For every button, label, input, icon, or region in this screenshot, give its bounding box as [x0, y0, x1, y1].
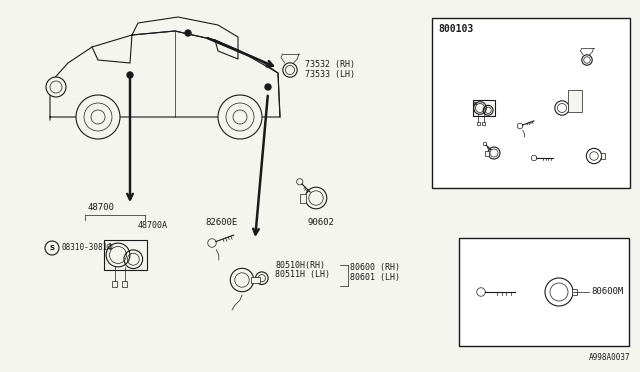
Bar [122, 280, 127, 287]
Text: A998A0037: A998A0037 [588, 353, 630, 362]
Bar [251, 277, 260, 283]
Bar [601, 153, 605, 158]
Bar [477, 122, 479, 125]
Text: 80511H (LH): 80511H (LH) [275, 270, 330, 279]
Bar [112, 280, 117, 287]
Bar [104, 240, 147, 270]
Bar [483, 122, 485, 125]
Text: 82600E: 82600E [205, 218, 237, 227]
Circle shape [46, 77, 66, 97]
Text: 80600M: 80600M [591, 288, 623, 296]
Bar [432, 18, 630, 188]
Bar [485, 151, 488, 155]
Bar [568, 105, 573, 111]
Text: S: S [49, 245, 54, 251]
Bar [572, 289, 577, 295]
Text: 73532 (RH): 73532 (RH) [305, 61, 355, 70]
Circle shape [265, 84, 271, 90]
Circle shape [185, 30, 191, 36]
Circle shape [76, 95, 120, 139]
Circle shape [218, 95, 262, 139]
Text: 80601 (LH): 80601 (LH) [350, 273, 400, 282]
Text: 80600 (RH): 80600 (RH) [350, 263, 400, 272]
Text: 08310-30814: 08310-30814 [62, 244, 113, 253]
Bar [473, 100, 495, 116]
Text: 73533 (LH): 73533 (LH) [305, 70, 355, 78]
Bar [459, 238, 629, 346]
Text: 800103: 800103 [438, 24, 473, 34]
Bar [300, 193, 306, 202]
Bar [568, 90, 582, 112]
Text: 90602: 90602 [308, 218, 335, 227]
Text: 80510H(RH): 80510H(RH) [275, 261, 325, 270]
Text: 48700: 48700 [88, 203, 115, 212]
Circle shape [127, 72, 133, 78]
Text: 48700A: 48700A [138, 221, 168, 230]
